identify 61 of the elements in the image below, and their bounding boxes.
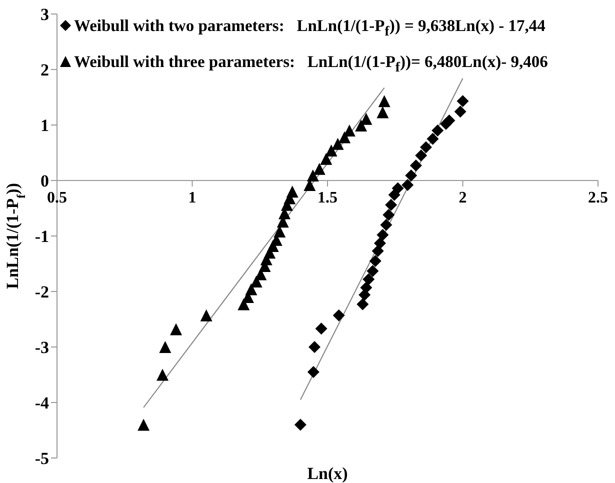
point bbox=[382, 208, 395, 221]
point bbox=[238, 298, 250, 310]
point bbox=[294, 418, 306, 431]
point bbox=[420, 141, 432, 154]
y-tick-label: 3 bbox=[40, 5, 49, 24]
y-tick-label: 0 bbox=[40, 172, 49, 191]
point bbox=[376, 106, 389, 118]
point bbox=[286, 186, 298, 198]
y-tick-label: 2 bbox=[40, 60, 49, 80]
point bbox=[245, 283, 258, 296]
point bbox=[426, 132, 439, 145]
point bbox=[388, 188, 400, 201]
point bbox=[385, 198, 398, 211]
x-tick-label: 2.5 bbox=[588, 190, 608, 206]
y-tick-label: -2 bbox=[34, 282, 49, 302]
point bbox=[306, 170, 319, 182]
y-tick-label: -5 bbox=[34, 449, 49, 468]
point bbox=[405, 170, 418, 182]
legend-label: Weibull with two parameters: LnLn(1/(1-P$_{f}$)) = 9,638Ln(x) - 17,44 bbox=[74, 16, 546, 38]
point bbox=[313, 162, 326, 175]
point bbox=[200, 309, 212, 322]
y-tick-label: -4 bbox=[34, 394, 50, 413]
point bbox=[410, 160, 422, 172]
point bbox=[366, 264, 379, 277]
point bbox=[138, 418, 150, 431]
x-tick-label: 2 bbox=[458, 190, 467, 206]
point bbox=[159, 341, 172, 353]
point bbox=[380, 218, 392, 231]
point bbox=[315, 322, 328, 335]
point bbox=[376, 228, 389, 241]
x-tick-label: 1 bbox=[188, 190, 196, 206]
point bbox=[360, 282, 372, 294]
point bbox=[332, 309, 345, 322]
point bbox=[156, 368, 168, 381]
point bbox=[415, 150, 428, 162]
point bbox=[332, 138, 344, 150]
point bbox=[443, 114, 456, 127]
x-tick-label: 1.5 bbox=[318, 190, 338, 206]
point bbox=[362, 273, 375, 286]
point bbox=[454, 106, 466, 118]
point bbox=[325, 144, 338, 157]
point bbox=[308, 341, 321, 353]
y-tick-label: -3 bbox=[34, 338, 49, 358]
point bbox=[369, 254, 382, 267]
point bbox=[170, 323, 182, 336]
point bbox=[320, 152, 332, 165]
x-axis-title: Ln(x) bbox=[307, 464, 348, 483]
point bbox=[355, 120, 368, 132]
legend-label: Weibull with three parameters: LnLn(1/(1-P$_{f}$))= 6,480Ln(x)- 9,406 bbox=[74, 52, 548, 75]
y-tick-label: 1 bbox=[40, 116, 49, 136]
point bbox=[432, 124, 444, 137]
point bbox=[307, 366, 320, 378]
point bbox=[378, 95, 390, 108]
point bbox=[356, 298, 369, 310]
point bbox=[456, 95, 469, 108]
point bbox=[402, 178, 414, 191]
y-tick-label: -1 bbox=[34, 227, 49, 246]
point bbox=[374, 237, 386, 250]
x-tick-label: 0.5 bbox=[47, 190, 67, 206]
point bbox=[392, 182, 404, 194]
point bbox=[372, 244, 384, 257]
